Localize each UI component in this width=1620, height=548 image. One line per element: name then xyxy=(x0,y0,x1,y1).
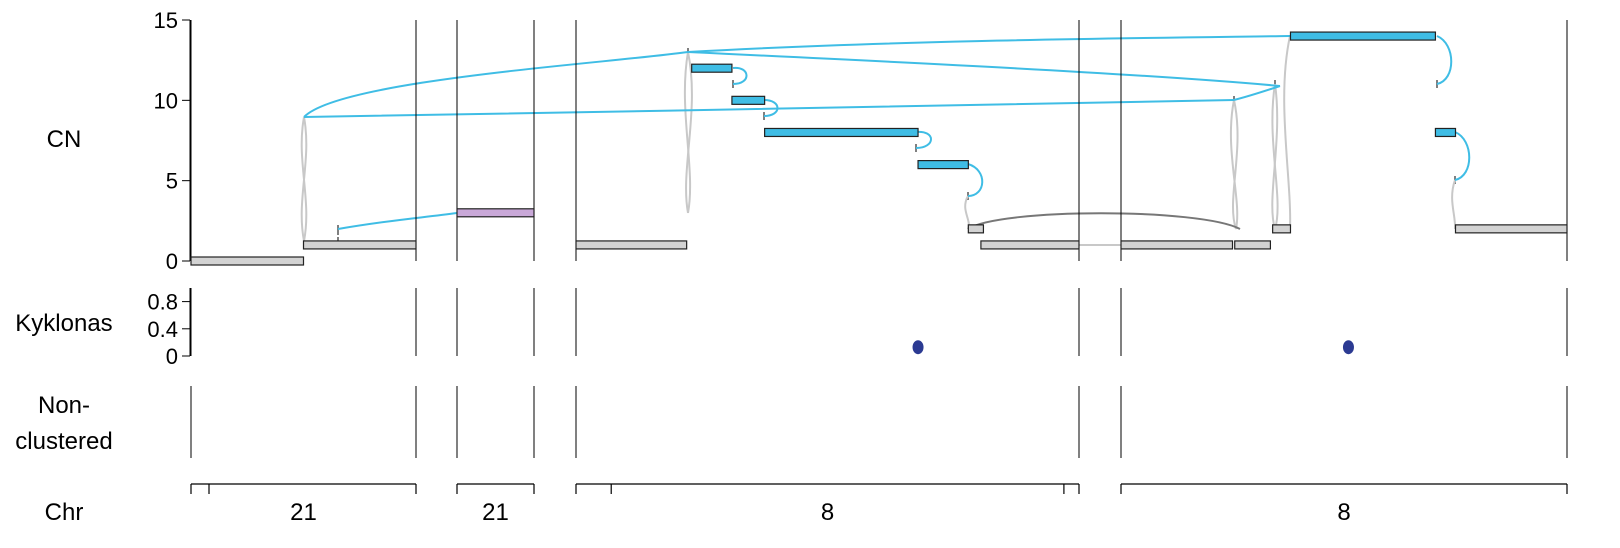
chr-label-0: 21 xyxy=(290,499,317,526)
kyklonas-tick-label-0: 0 xyxy=(166,344,178,369)
cn-segment-0 xyxy=(190,256,305,266)
cn-edge-gray-10 xyxy=(1451,179,1457,230)
cn-edge-gray-9 xyxy=(1283,35,1292,230)
cn-segment-8 xyxy=(967,224,985,234)
cn-edge-gray-3 xyxy=(683,51,692,214)
cn-tick-label-2: 10 xyxy=(154,88,178,113)
cn-tick-label-0: 0 xyxy=(166,249,178,274)
cn-edge-gray-1 xyxy=(300,116,308,242)
cn-edge-cyan-7 xyxy=(763,99,779,117)
cn-edge-cyan-1 xyxy=(303,51,689,118)
cn-edge-cyan-10 xyxy=(1436,35,1453,85)
chr-axis-label: Chr xyxy=(45,499,84,526)
cn-edge-cyan-6 xyxy=(732,66,748,85)
cn-axis-label: CN xyxy=(47,126,82,153)
cn-edge-darkgray-0 xyxy=(967,212,1241,230)
cn-edge-gray-4 xyxy=(964,195,970,230)
cn-edge-cyan-5 xyxy=(1233,85,1281,101)
kyklonas-tick-label-1: 0.4 xyxy=(147,317,178,342)
chr-label-2: 8 xyxy=(821,499,834,526)
cn-segment-12 xyxy=(1272,224,1292,234)
cn-edge-cyan-3 xyxy=(687,35,1291,53)
cn-edge-gray-8 xyxy=(1271,83,1279,230)
loose-ends-layer xyxy=(303,48,1456,249)
chr-label-3: 8 xyxy=(1337,499,1350,526)
cn-segment-2 xyxy=(456,208,535,218)
cn-edge-gray-6 xyxy=(1229,99,1239,230)
cn-segment-1 xyxy=(302,240,417,250)
cn-edge-gray-5 xyxy=(1232,99,1239,230)
cn-segment-3 xyxy=(575,240,688,250)
cn-segment-11 xyxy=(1234,240,1272,250)
kyklonas-point-0 xyxy=(912,340,924,355)
cn-edge-cyan-11 xyxy=(1454,131,1471,181)
cn-segment-4 xyxy=(691,63,733,73)
nonclustered-label-line1: Non- xyxy=(38,392,90,419)
cn-edge-cyan-9 xyxy=(967,163,984,197)
cn-tick-label-3: 15 xyxy=(154,8,178,33)
cn-edge-cyan-0 xyxy=(337,212,458,230)
kyklonas-axis-label: Kyklonas xyxy=(15,310,112,337)
kyklonas-point-1 xyxy=(1342,340,1354,355)
cn-segment-15 xyxy=(1454,224,1568,234)
cn-segment-13 xyxy=(1289,31,1437,41)
kyklonas-tick-label-2: 0.8 xyxy=(147,290,178,315)
nonclustered-label-line2: clustered xyxy=(15,428,112,455)
cn-segment-5 xyxy=(731,95,766,105)
cn-segment-10 xyxy=(1120,240,1234,250)
cn-edge-cyan-2 xyxy=(303,99,1235,118)
chr-label-1: 21 xyxy=(482,499,509,526)
cn-segment-7 xyxy=(917,160,969,170)
cn-edge-gray-2 xyxy=(685,51,693,214)
cn-segment-6 xyxy=(764,127,919,138)
cn-edge-cyan-8 xyxy=(915,130,932,149)
cn-edge-cyan-4 xyxy=(687,51,1281,87)
cn-segment-14 xyxy=(1434,127,1457,138)
cn-segment-9 xyxy=(980,240,1080,250)
cn-tick-label-1: 5 xyxy=(166,169,178,194)
